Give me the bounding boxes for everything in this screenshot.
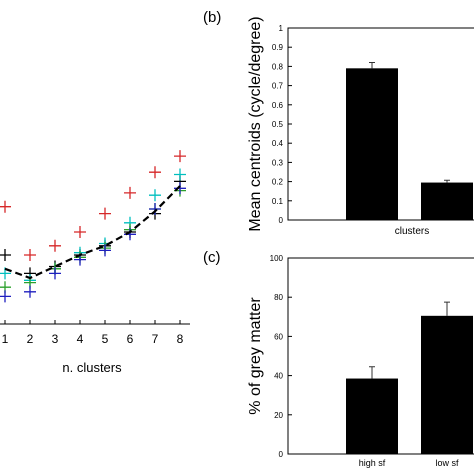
mean-dashed-line	[4, 185, 181, 280]
panel-label-b: (b)	[203, 9, 221, 26]
y-tick-label: 0.4	[272, 139, 284, 148]
x-tick-label: 6	[127, 332, 134, 346]
plus-marker	[174, 182, 186, 195]
plus-marker	[174, 150, 186, 163]
plus-marker	[49, 267, 61, 280]
plus-marker	[74, 226, 86, 238]
x-tick-label: 5	[102, 332, 109, 346]
y-tick-label: 0.9	[272, 43, 284, 52]
y-tick-label: 60	[274, 332, 283, 341]
y-tick-label: 0.3	[272, 158, 284, 167]
y-tick-label: 40	[274, 372, 283, 381]
plus-marker	[99, 244, 111, 257]
bar	[421, 315, 473, 454]
y-tick-labels: 0 0.1 0.2 0.3 0.4 0.5 0.6 0.7 0.8 0.9 1	[272, 24, 292, 225]
plus-marker	[24, 249, 36, 261]
x-tick-label: high sf	[359, 458, 386, 468]
x-tick-label: 8	[177, 332, 184, 346]
x-tick-label: 4	[77, 332, 84, 346]
bar	[421, 182, 473, 220]
x-axis-label: n. clusters	[62, 360, 122, 375]
y-tick-label: 0.6	[272, 101, 284, 110]
y-tick-label: 20	[274, 411, 283, 420]
y-tick-label: 0.5	[272, 120, 284, 129]
plus-marker	[49, 239, 61, 252]
error-bar	[369, 62, 375, 69]
y-axis-label: Mean centroids (cycle/degree)	[247, 16, 264, 231]
category-axis-label: clusters	[395, 226, 429, 237]
plus-marker	[0, 249, 11, 261]
plus-marker	[24, 285, 36, 298]
scatter-marks	[0, 150, 186, 303]
y-tick-label: 0	[279, 450, 284, 459]
bar	[346, 378, 398, 454]
grey-matter-panel: (c) 0 20 40 60 80 100 high sf low sf % of grey…	[203, 249, 474, 468]
x-tick-label: low sf	[435, 458, 459, 468]
error-bar	[444, 301, 450, 316]
y-tick-label: 100	[270, 254, 284, 263]
plus-marker	[149, 203, 161, 215]
plus-marker	[149, 166, 161, 179]
y-tick-label: 80	[274, 293, 283, 302]
mean-centroids-panel: (b) 0 0.1 0.2 0.3 0.4 0.5 0.6 0.7 0.8 0.9 1 Mean c…	[203, 9, 474, 237]
y-tick-labels: 0 20 40 60 80 100	[270, 254, 292, 459]
x-tick-label: 7	[152, 332, 159, 346]
x-tick-label: 3	[52, 332, 59, 346]
plus-marker	[0, 290, 11, 303]
y-axis-label: % of grey matter	[247, 297, 264, 415]
plus-marker	[174, 168, 186, 181]
y-tick-label: 0	[279, 216, 284, 225]
clusters-scatter-panel: 1 2 3 4 5 6 7 8 n. clusters	[0, 150, 190, 375]
y-tick-label: 0.2	[272, 178, 284, 187]
panel-label-c: (c)	[203, 249, 221, 266]
plus-marker	[149, 189, 161, 202]
bars	[346, 62, 473, 220]
plus-marker	[0, 200, 11, 213]
y-tick-label: 0.1	[272, 197, 284, 206]
bar	[346, 68, 398, 220]
y-tick-label: 1	[279, 24, 284, 33]
x-tick-label: 1	[2, 332, 9, 346]
plus-marker	[99, 207, 111, 220]
plus-marker	[124, 186, 136, 199]
y-tick-label: 0.8	[272, 62, 284, 71]
y-tick-label: 0.7	[272, 82, 284, 91]
bars: high sf low sf	[346, 301, 473, 468]
x-tick-labels: 1 2 3 4 5 6 7 8	[2, 320, 184, 346]
error-bar	[369, 366, 375, 379]
error-bar	[444, 179, 450, 183]
x-tick-label: 2	[27, 332, 34, 346]
